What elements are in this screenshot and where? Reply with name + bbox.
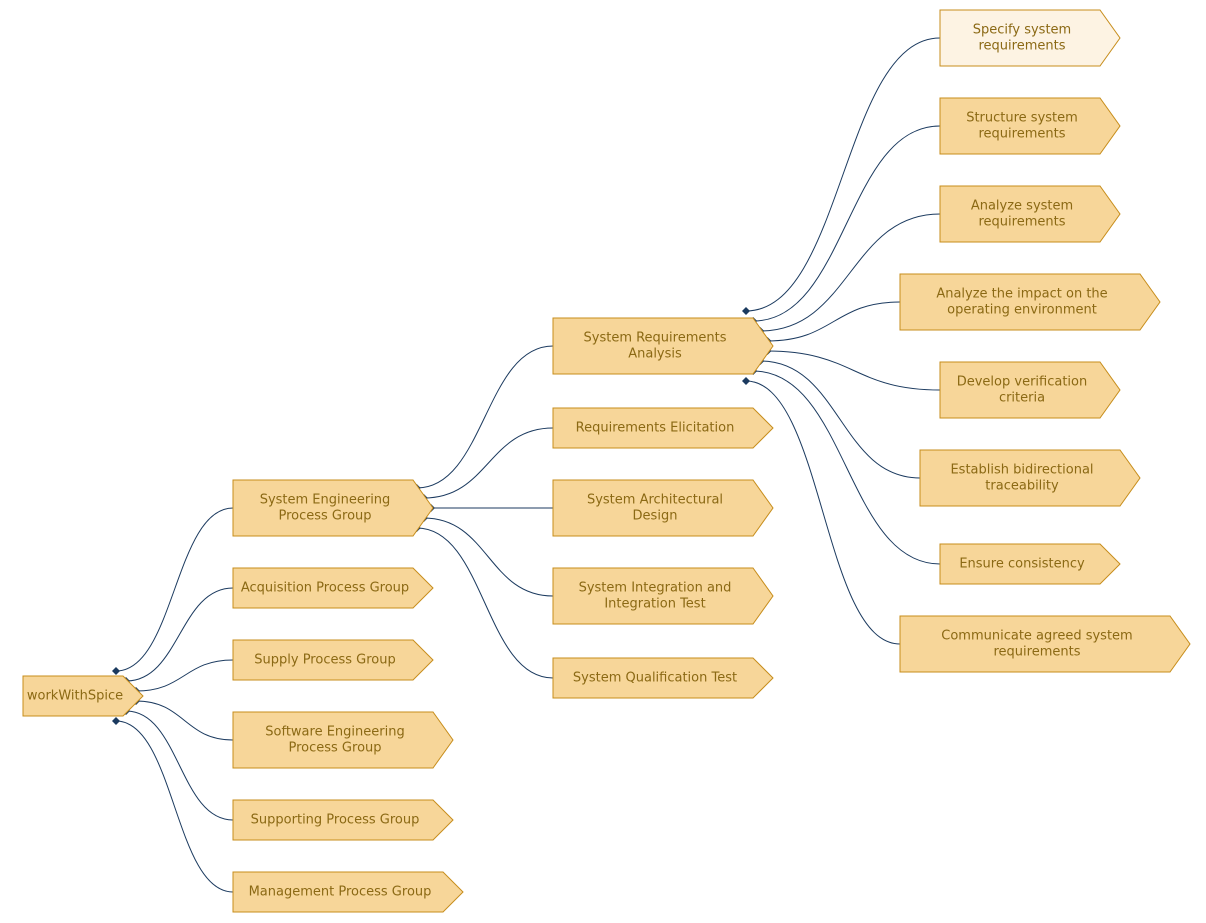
edge-sra-to-bidir xyxy=(760,361,920,478)
node-sysEng: System EngineeringProcess Group xyxy=(233,480,433,536)
node-root: workWithSpice xyxy=(23,676,143,716)
node-label-sysEng: Process Group xyxy=(278,509,371,524)
edge-anchor-diamond xyxy=(742,377,750,385)
nodes-layer: workWithSpiceSystem EngineeringProcess G… xyxy=(23,10,1190,912)
node-label-analyze: requirements xyxy=(979,215,1066,230)
node-label-sqt: System Qualification Test xyxy=(573,671,737,686)
node-sqt: System Qualification Test xyxy=(553,658,773,698)
node-impact: Analyze the impact on theoperating envir… xyxy=(900,274,1160,330)
edge-root-to-mgmt xyxy=(116,721,233,892)
node-label-impact: operating environment xyxy=(947,303,1097,318)
edge-sysEng-to-reqEl xyxy=(424,428,553,498)
node-struct: Structure systemrequirements xyxy=(940,98,1120,154)
node-acq: Acquisition Process Group xyxy=(233,568,433,608)
node-label-support: Supporting Process Group xyxy=(251,813,420,828)
node-label-siit: System Integration and xyxy=(579,581,732,596)
edge-root-to-supply xyxy=(136,660,233,691)
node-analyze: Analyze systemrequirements xyxy=(940,186,1120,242)
node-label-sad: System Architectural xyxy=(587,493,723,508)
node-sad: System ArchitecturalDesign xyxy=(553,480,773,536)
node-consist: Ensure consistency xyxy=(940,544,1120,584)
node-label-struct: requirements xyxy=(979,127,1066,142)
node-label-mgmt: Management Process Group xyxy=(249,885,432,900)
node-label-sysEng: System Engineering xyxy=(260,493,391,508)
node-label-comm: requirements xyxy=(994,645,1081,660)
node-label-acq: Acquisition Process Group xyxy=(241,581,409,596)
node-label-swEng: Software Engineering xyxy=(265,725,404,740)
edge-anchor-diamond xyxy=(112,667,120,675)
node-reqEl: Requirements Elicitation xyxy=(553,408,773,448)
edge-anchor-diamond xyxy=(112,717,120,725)
node-label-impact: Analyze the impact on the xyxy=(936,287,1107,302)
node-label-sra: System Requirements xyxy=(584,331,727,346)
node-bidir: Establish bidirectionaltraceability xyxy=(920,450,1140,506)
node-label-sad: Design xyxy=(633,509,678,524)
node-label-verify: Develop verification xyxy=(957,375,1088,390)
node-label-specify: Specify system xyxy=(973,23,1071,38)
node-label-specify: requirements xyxy=(979,39,1066,54)
edge-root-to-support xyxy=(126,711,233,820)
node-label-analyze: Analyze system xyxy=(971,199,1073,214)
node-label-siit: Integration Test xyxy=(604,597,705,612)
node-label-bidir: traceability xyxy=(985,479,1059,494)
node-label-sra: Analysis xyxy=(628,347,682,362)
node-siit: System Integration andIntegration Test xyxy=(553,568,773,624)
node-label-consist: Ensure consistency xyxy=(959,557,1085,572)
node-label-verify: criteria xyxy=(999,391,1045,406)
edge-root-to-sysEng xyxy=(116,508,233,671)
node-label-supply: Supply Process Group xyxy=(254,653,395,668)
node-sra: System RequirementsAnalysis xyxy=(553,318,773,374)
edge-anchor-diamond xyxy=(742,307,750,315)
edge-sra-to-specify xyxy=(746,38,940,311)
edge-sra-to-verify xyxy=(767,351,940,390)
edge-root-to-acq xyxy=(126,588,233,681)
node-specify: Specify systemrequirements xyxy=(940,10,1120,66)
node-label-swEng: Process Group xyxy=(288,741,381,756)
node-comm: Communicate agreed systemrequirements xyxy=(900,616,1190,672)
node-swEng: Software EngineeringProcess Group xyxy=(233,712,453,768)
node-label-reqEl: Requirements Elicitation xyxy=(576,421,735,436)
node-support: Supporting Process Group xyxy=(233,800,453,840)
edge-sra-to-consist xyxy=(753,371,940,564)
node-mgmt: Management Process Group xyxy=(233,872,463,912)
edge-sysEng-to-siit xyxy=(424,518,553,596)
node-label-comm: Communicate agreed system xyxy=(941,629,1132,644)
node-label-bidir: Establish bidirectional xyxy=(950,463,1093,478)
process-tree-diagram: workWithSpiceSystem EngineeringProcess G… xyxy=(0,0,1206,923)
edge-sysEng-to-sqt xyxy=(417,528,553,678)
node-label-struct: Structure system xyxy=(966,111,1078,126)
node-supply: Supply Process Group xyxy=(233,640,433,680)
node-verify: Develop verificationcriteria xyxy=(940,362,1120,418)
edge-sra-to-impact xyxy=(767,302,900,341)
node-label-root: workWithSpice xyxy=(27,689,123,704)
